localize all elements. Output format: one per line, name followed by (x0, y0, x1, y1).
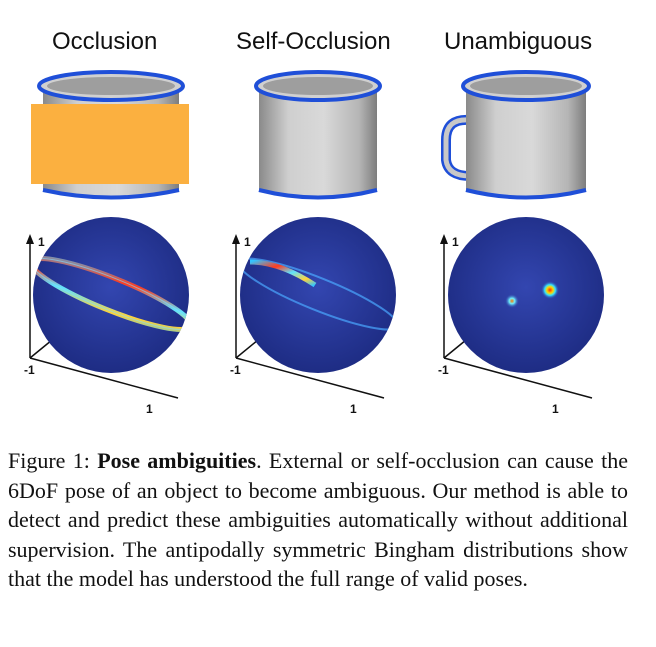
bingham-plot-occlusion (26, 217, 189, 399)
caption-prefix: Figure 1: (8, 448, 98, 473)
mode-peak-antipodal (505, 294, 519, 308)
column-title-unambiguous: Unambiguous (444, 28, 593, 55)
figure: Occlusion Self-Occlusion Unambiguous (24, 28, 604, 416)
occluder-box (31, 104, 189, 184)
axis-label-bottom-3: 1 (552, 402, 559, 416)
caption-text: . External or self-occlusion can cause t… (8, 448, 628, 591)
axis-label-top-3: 1 (452, 235, 459, 249)
axis-label-left-2: -1 (230, 363, 241, 377)
axis-label-top-2: 1 (244, 235, 251, 249)
figure-caption: Figure 1: Pose ambiguities. External or … (8, 446, 628, 594)
axis-label-left-3: -1 (438, 363, 449, 377)
caption-bold-title: Pose ambiguities (97, 448, 257, 473)
axis-label-bottom-2: 1 (350, 402, 357, 416)
axis-label-bottom-1: 1 (146, 402, 153, 416)
axis-label-left-1: -1 (24, 363, 35, 377)
bingham-plot-self-occlusion (232, 217, 396, 399)
mug-self-occlusion (254, 70, 382, 200)
bingham-plot-unambiguous (440, 217, 604, 399)
column-title-self-occlusion: Self-Occlusion (236, 28, 391, 55)
mode-peak-primary (541, 281, 559, 299)
figure-graphics: 1 -1 1 1 -1 1 1 -1 1 (24, 70, 604, 416)
column-title-occlusion: Occlusion (52, 28, 158, 55)
axis-label-top-1: 1 (38, 235, 45, 249)
mug-unambiguous (441, 70, 591, 200)
